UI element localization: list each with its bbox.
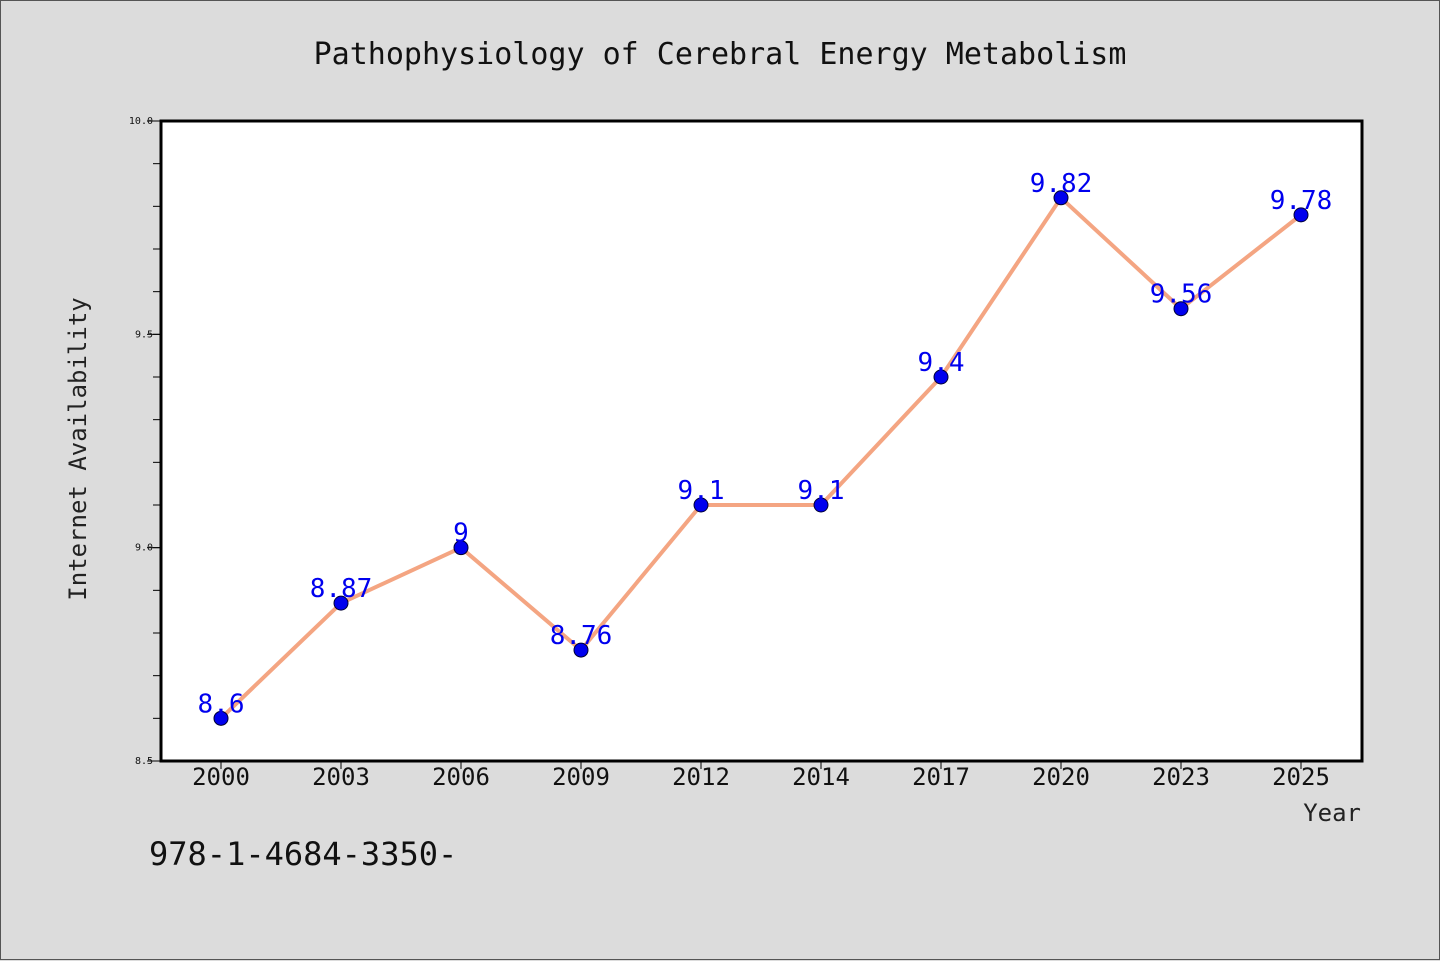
y-tick-label: 9.5	[135, 329, 153, 340]
data-label: 9.1	[678, 476, 725, 506]
x-tick-label: 2009	[552, 763, 610, 791]
data-point	[453, 540, 469, 556]
data-labels: 8.6 8.87 9 8.76 9.1 9.1 9.4 9.82 9.56 9.78	[198, 169, 1333, 720]
data-point	[213, 710, 229, 726]
y-tick-label: 9.0	[135, 543, 153, 554]
data-label: 8.87	[310, 574, 373, 604]
data-point	[933, 369, 949, 385]
data-label: 9.56	[1150, 280, 1213, 310]
x-tick-label: 2000	[192, 763, 250, 791]
data-label: 9.4	[918, 348, 965, 378]
data-point	[573, 642, 589, 658]
data-point	[693, 497, 709, 513]
y-tick-label: 8.5	[135, 756, 153, 767]
x-axis-label: Year	[1303, 799, 1361, 827]
data-label: 9.78	[1270, 186, 1333, 216]
x-tick-label: 2003	[312, 763, 370, 791]
x-tick-label: 2014	[792, 763, 850, 791]
data-point	[1173, 301, 1189, 317]
x-tick-label: 2012	[672, 763, 730, 791]
series-polyline	[219, 195, 1303, 720]
chart-title: Pathophysiology of Cerebral Energy Metab…	[314, 37, 1127, 72]
data-point	[1293, 207, 1309, 223]
data-point	[813, 497, 829, 513]
data-point	[333, 595, 349, 611]
data-point	[1053, 190, 1069, 206]
data-label: 8.76	[550, 621, 613, 651]
data-label: 9.1	[798, 476, 845, 506]
y-axis: 8.5 9.0 9.5 10.0	[129, 116, 161, 767]
y-axis-label: Internet Availability	[64, 297, 92, 600]
isbn-text: 978-1-4684-3350-	[149, 835, 457, 873]
x-tick-label: 2006	[432, 763, 490, 791]
series-markers	[213, 190, 1309, 726]
data-label: 9.82	[1030, 169, 1093, 199]
x-axis: 2000 2003 2006 2009 2012 2014 2017 2020 2023 2025	[192, 761, 1330, 791]
plot-area	[159, 119, 1364, 763]
data-label: 9	[453, 519, 469, 549]
series-line	[219, 195, 1303, 720]
x-tick-label: 2020	[1032, 763, 1090, 791]
x-tick-label: 2023	[1152, 763, 1210, 791]
y-tick-label: 10.0	[129, 116, 153, 127]
x-tick-label: 2025	[1272, 763, 1330, 791]
data-label: 8.6	[198, 689, 245, 719]
x-tick-label: 2017	[912, 763, 970, 791]
